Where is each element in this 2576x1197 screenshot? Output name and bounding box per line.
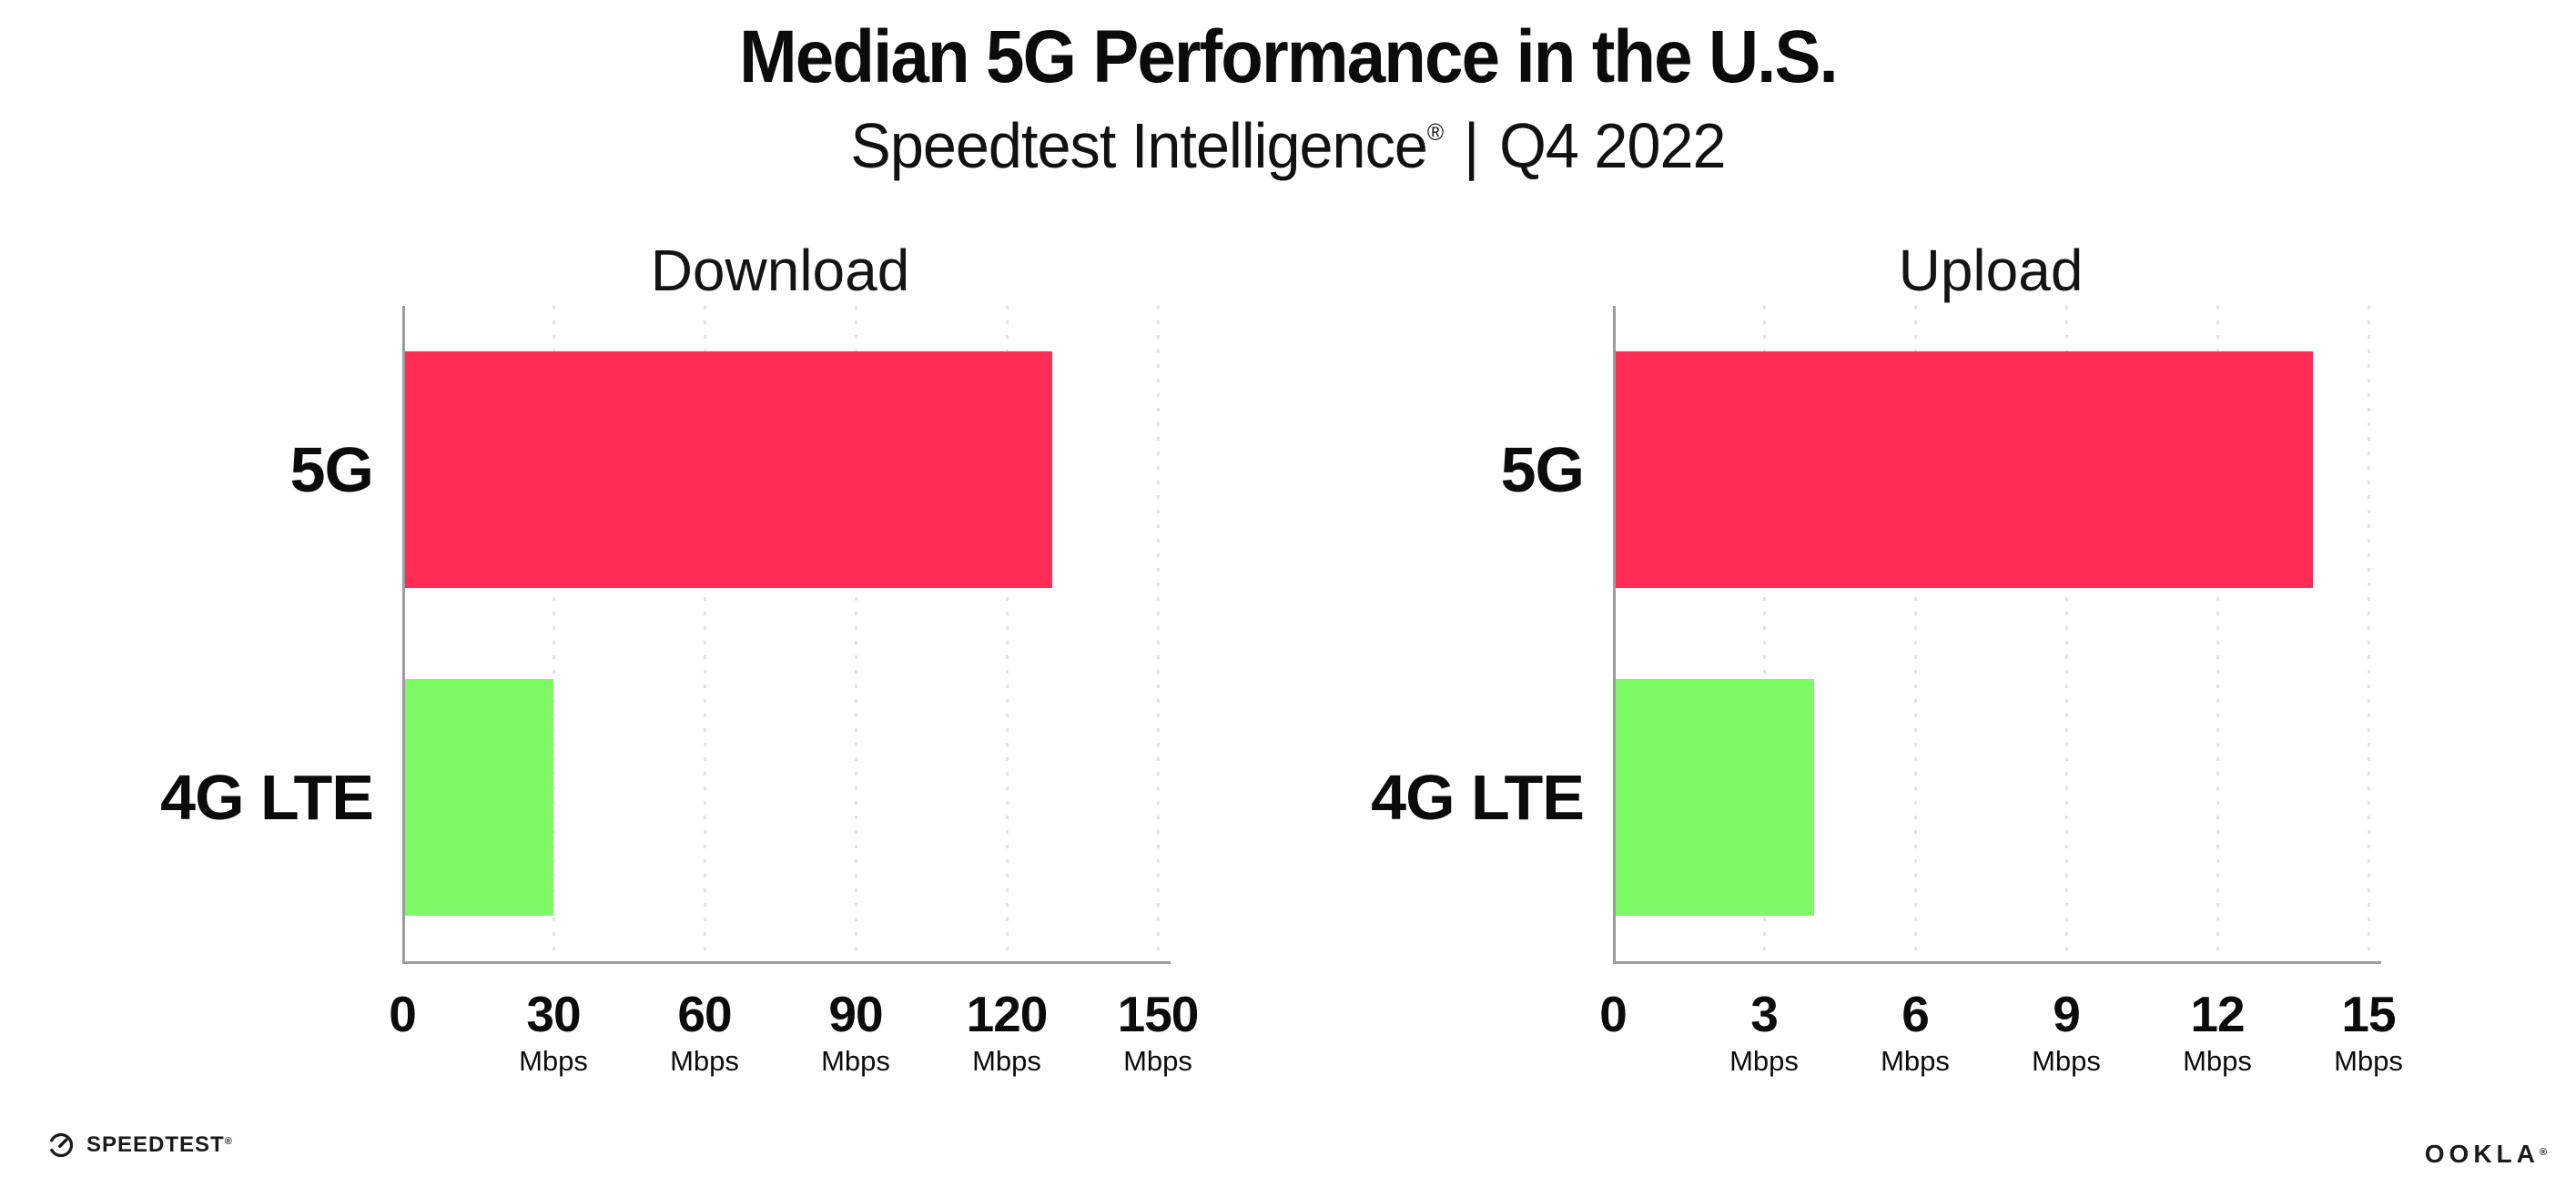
gridline	[2368, 306, 2370, 961]
x-tick-value: 30	[526, 986, 581, 1042]
registered-mark: ®	[2539, 1147, 2547, 1158]
speedtest-wordmark: SPEEDTEST®	[86, 1132, 232, 1157]
category-labels: 5G 4G LTE	[102, 306, 402, 961]
speedtest-logo: SPEEDTEST®	[47, 1131, 232, 1159]
plot-area	[402, 306, 1171, 964]
registered-mark: ®	[224, 1136, 232, 1147]
y-axis-line	[402, 306, 405, 961]
x-tick-150: 150 Mbps	[1117, 985, 1200, 1078]
gridline	[1006, 306, 1009, 961]
x-tick-120: 120 Mbps	[966, 985, 1049, 1078]
x-tick-unit: Mbps	[1881, 1045, 1950, 1077]
y-axis-line	[1613, 306, 1616, 961]
registered-mark: ®	[1426, 118, 1444, 146]
gridline	[553, 306, 555, 961]
x-tick-value: 60	[677, 986, 732, 1042]
x-tick-90: 90 Mbps	[821, 985, 890, 1078]
subtitle-period: Q4 2022	[1499, 110, 1726, 181]
x-tick-value: 90	[828, 986, 883, 1042]
x-tick-unit: Mbps	[972, 1045, 1041, 1077]
x-axis-ticks: 0 30 Mbps 60 Mbps 90 Mbps 120 Mbps 150 Mbps	[389, 961, 1199, 1116]
x-tick-value: 3	[1750, 986, 1779, 1042]
x-tick-unit: Mbps	[1123, 1045, 1192, 1077]
x-tick-unit: Mbps	[1729, 1045, 1799, 1077]
gridline	[704, 306, 706, 961]
subtitle-separator: |	[1463, 110, 1479, 181]
x-axis-ticks: 0 3 Mbps 6 Mbps 9 Mbps 12 Mbps 15 Mbps	[1599, 961, 2403, 1116]
gridline	[855, 306, 857, 961]
x-tick-0: 0	[389, 985, 417, 1043]
x-tick-value: 0	[389, 986, 417, 1042]
x-tick-value: 9	[2053, 986, 2081, 1042]
x-tick-unit: Mbps	[519, 1045, 588, 1077]
x-tick-unit: Mbps	[2032, 1045, 2101, 1077]
category-label-5g: 5G	[289, 434, 374, 505]
category-label-4g-lte: 4G LTE	[1371, 762, 1585, 833]
bar-5g	[1616, 351, 2314, 588]
chart-body: 5G 4G LTE	[102, 306, 1185, 964]
x-tick-9: 9 Mbps	[2032, 985, 2101, 1078]
download-chart: Download 5G 4G LTE 0 30 Mbps 60 Mbps 90 Mbps 120…	[102, 218, 1199, 1116]
x-tick-value: 120	[966, 986, 1049, 1042]
category-labels: 5G 4G LTE	[1313, 306, 1613, 961]
plot-area	[1613, 306, 2381, 964]
x-tick-6: 6 Mbps	[1881, 985, 1950, 1078]
category-label-4g-lte: 4G LTE	[160, 762, 374, 833]
ookla-wordmark: OOKLA	[2424, 1140, 2540, 1168]
ookla-logo: OOKLA®	[2425, 1140, 2547, 1169]
chart-title-upload: Upload	[1898, 238, 2084, 303]
x-tick-unit: Mbps	[2183, 1045, 2252, 1077]
gridline	[2216, 306, 2219, 961]
x-tick-3: 3 Mbps	[1729, 985, 1799, 1078]
x-axis-line	[402, 961, 1171, 964]
x-tick-15: 15 Mbps	[2334, 985, 2403, 1078]
x-tick-unit: Mbps	[670, 1045, 739, 1077]
gridline	[2065, 306, 2068, 961]
chart-body: 5G 4G LTE	[1313, 306, 2396, 964]
x-axis-line	[1613, 961, 2381, 964]
x-tick-value: 12	[2190, 986, 2245, 1042]
bar-5g	[405, 351, 1052, 588]
page-subtitle: Speedtest Intelligence® | Q4 2022	[65, 109, 2512, 182]
header: Median 5G Performance in the U.S. Speedt…	[0, 0, 2576, 182]
x-tick-unit: Mbps	[821, 1045, 890, 1077]
subtitle-product: Speedtest Intelligence	[850, 110, 1427, 181]
bar-4g-lte	[1616, 679, 1815, 916]
bar-4g-lte	[405, 679, 553, 916]
chart-title-download: Download	[650, 238, 910, 303]
category-label-5g: 5G	[1500, 434, 1585, 505]
page-title: Median 5G Performance in the U.S.	[739, 15, 1839, 98]
x-tick-value: 6	[1902, 986, 1930, 1042]
gridline	[1157, 306, 1160, 961]
gridline	[1914, 306, 1917, 961]
x-tick-12: 12 Mbps	[2183, 985, 2252, 1078]
x-tick-0: 0	[1599, 985, 1628, 1043]
gridline	[1763, 306, 1766, 961]
x-tick-value: 0	[1599, 986, 1628, 1042]
gauge-icon	[48, 1132, 74, 1158]
x-tick-60: 60 Mbps	[670, 985, 739, 1078]
x-tick-value: 150	[1117, 986, 1200, 1042]
x-tick-value: 15	[2341, 986, 2396, 1042]
upload-chart: Upload 5G 4G LTE 0 3 Mbps 6 Mbps 9 Mbps 12 Mbps 15…	[1313, 218, 2403, 1116]
x-tick-unit: Mbps	[2334, 1045, 2403, 1077]
x-tick-30: 30 Mbps	[519, 985, 588, 1078]
